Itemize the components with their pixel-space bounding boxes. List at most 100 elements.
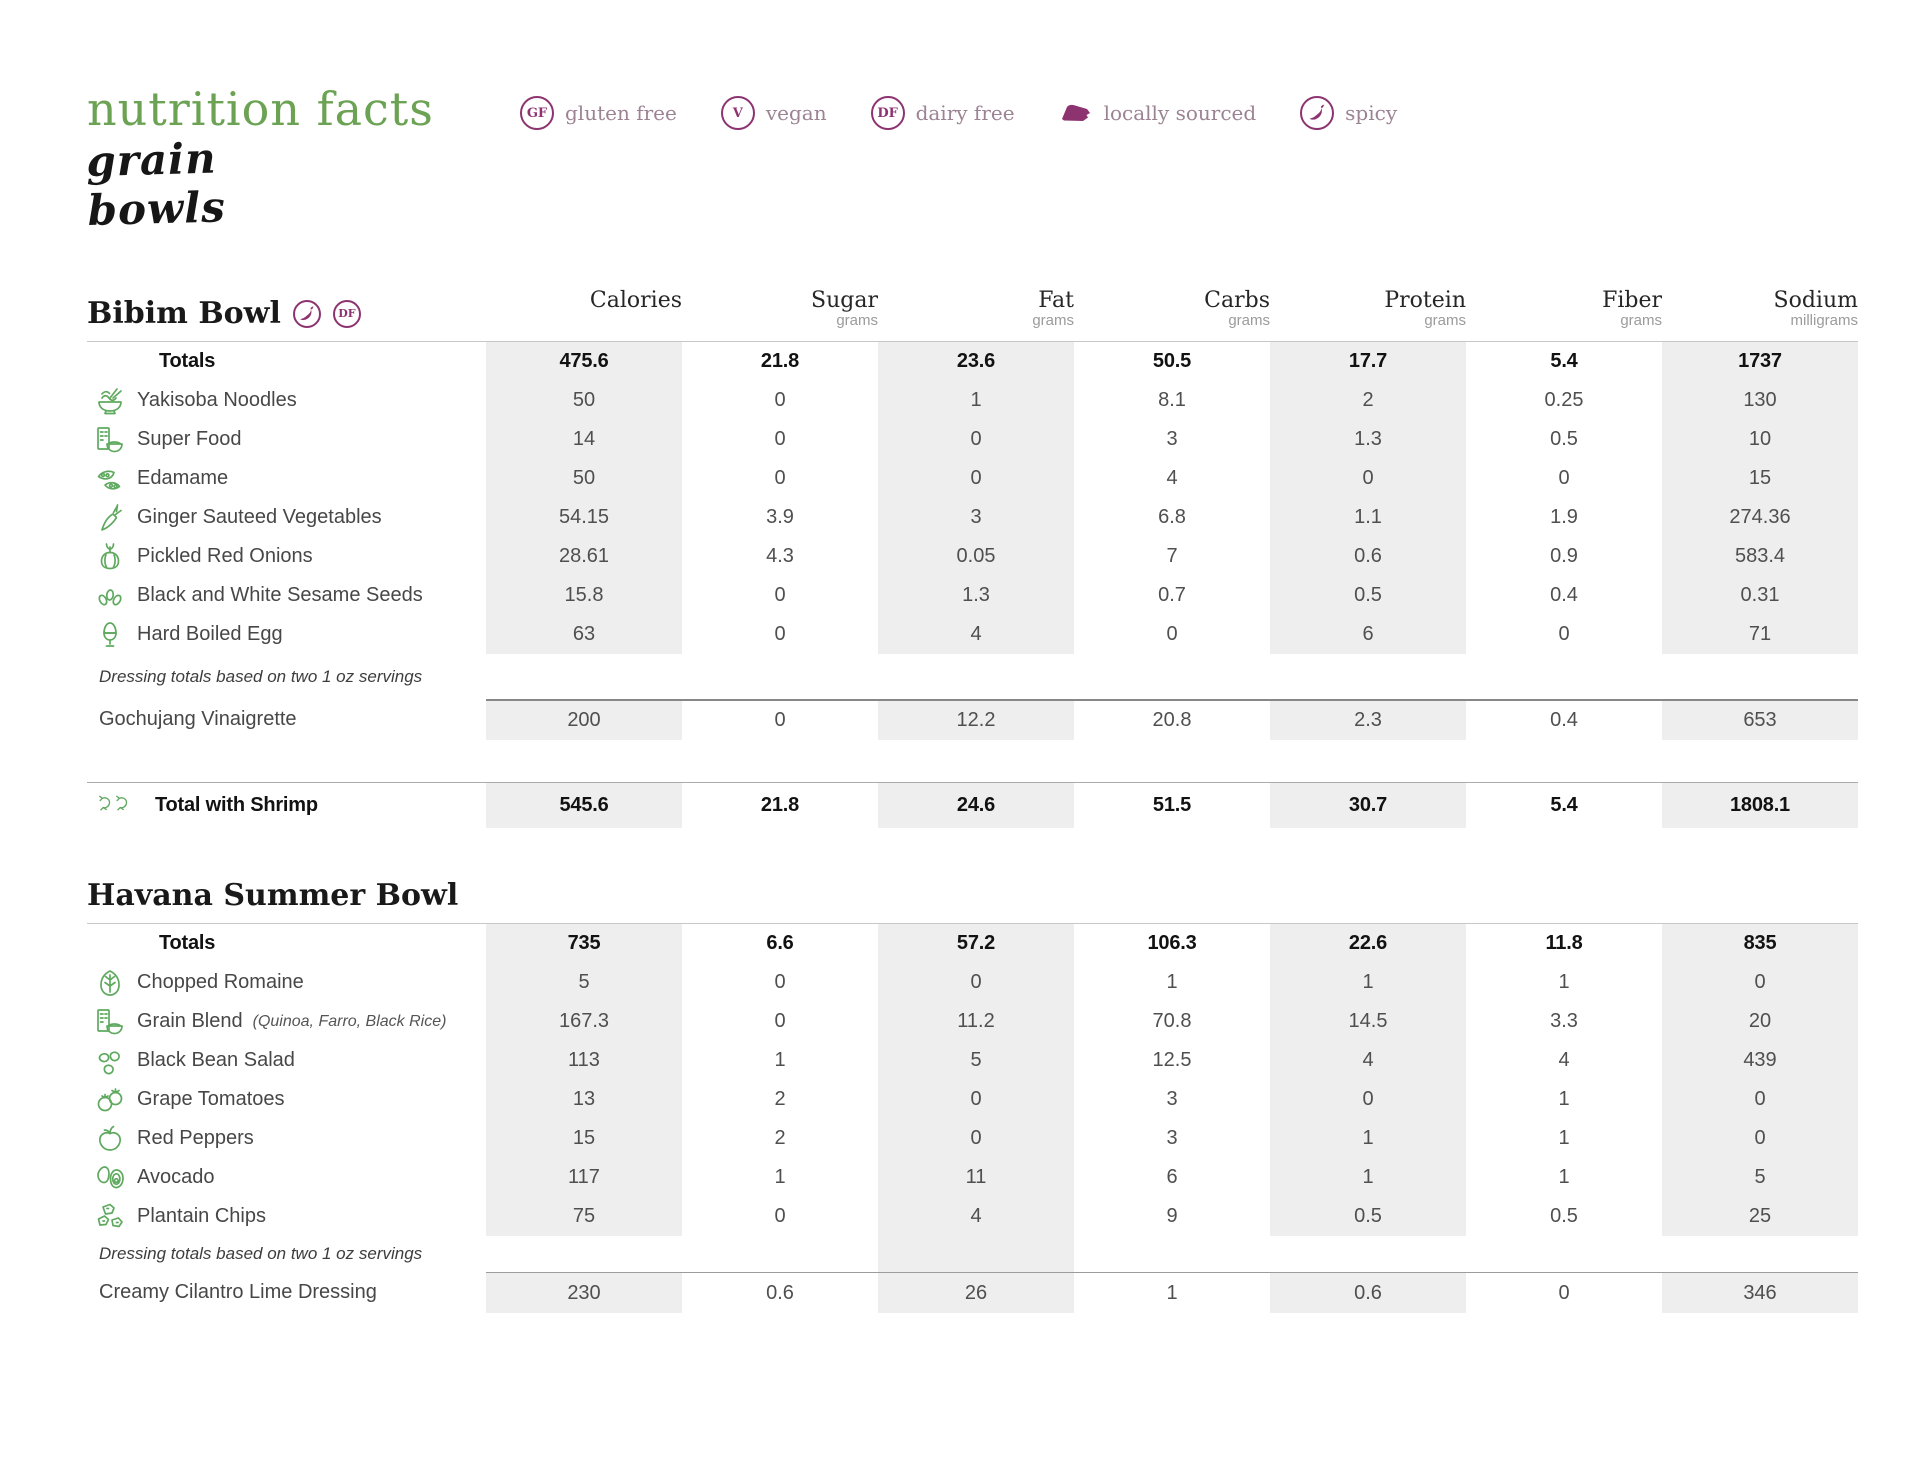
nutrient-value-cell: 0 [774, 428, 786, 451]
nutrient-value-cell: 583.4 [1662, 537, 1858, 577]
vegan-badge-icon: V [720, 96, 755, 130]
nutrient-value-cell: 0.5 [1270, 1197, 1466, 1237]
nutrient-value-cell: 6.8 [1158, 506, 1186, 529]
column-label: Fat [1038, 288, 1074, 314]
table-title-cell: Bibim Bowl DF [87, 279, 486, 343]
nutrient-value-cell: 1 [1270, 963, 1466, 1003]
shrimp-icon [97, 789, 131, 823]
nutrient-value-cell: 0.5 [1270, 576, 1466, 616]
nutrient-value-cell: 0 [878, 420, 1074, 460]
column-label: Protein [1384, 288, 1466, 314]
tomatoes-icon [93, 1083, 127, 1117]
column-header [682, 874, 878, 925]
beans-icon [93, 1044, 127, 1078]
ingredient-label: Super Food [137, 428, 242, 451]
spacer-cell [878, 654, 1074, 699]
plantain-chips-icon [93, 1200, 127, 1234]
nutrient-value-cell: 3 [1166, 1088, 1178, 1111]
pantry-bowl-icon [93, 1005, 127, 1039]
nutrient-value-cell: 0 [774, 584, 786, 607]
spacer-cell [878, 1236, 1074, 1273]
noodle-bowl-icon [93, 384, 127, 418]
nutrient-value-cell: 24.6 [878, 782, 1074, 829]
boiled-egg-icon [93, 618, 127, 652]
column-label: Sodium [1773, 288, 1858, 314]
nutrient-value-cell: 25 [1662, 1197, 1858, 1237]
ingredient-name-cell: Super Food [87, 420, 486, 459]
nutrient-value-cell: 5.4 [1466, 782, 1662, 828]
spacer-cell [1074, 654, 1270, 699]
column-header [1662, 874, 1858, 925]
nutrient-value-cell: 5 [1662, 1158, 1858, 1198]
ingredient-label: Pickled Red Onions [137, 545, 313, 568]
nutrient-value-cell: 545.6 [486, 782, 682, 829]
nutrient-value-cell: 0.7 [1158, 584, 1186, 607]
nutrient-value-cell: 0 [682, 699, 878, 740]
ingredient-label: Black Bean Salad [137, 1049, 295, 1072]
nutrient-value-cell: 1.1 [1270, 498, 1466, 538]
column-header [878, 874, 1074, 925]
spacer-cell [682, 1236, 878, 1272]
nutrient-value-cell: 0 [774, 389, 786, 412]
column-header [1270, 874, 1466, 925]
ingredient-name-cell: Chopped Romaine [87, 963, 486, 1002]
spacer-cell [682, 740, 878, 782]
column-header: Protein grams [1270, 279, 1466, 343]
nutrient-value-cell: 54.15 [486, 498, 682, 538]
column-unit: grams [1032, 312, 1074, 330]
havana-summer-bowl-table: Havana Summer Bowl Totals 735 6.6 57.2 106.3 2… [87, 874, 1858, 1314]
column-label: Sugar [811, 288, 878, 314]
nutrient-value-cell: 6 [1270, 615, 1466, 655]
nutrient-value-cell: 0 [1662, 1080, 1858, 1120]
nutrient-value-cell: 30.7 [1270, 782, 1466, 829]
nutrient-value-cell: 1 [1166, 971, 1178, 994]
nutrient-value-cell: 3 [1166, 428, 1178, 451]
spacer-cell [1466, 654, 1662, 699]
nutrient-value-cell: 0.6 [682, 1272, 878, 1313]
nutrient-value-cell: 11.8 [1545, 932, 1583, 955]
legend-label: vegan [765, 101, 827, 125]
nutrient-value-cell: 1 [1270, 1158, 1466, 1198]
spacer-cell [1662, 740, 1858, 782]
nutrient-value-cell: 50.5 [1152, 350, 1192, 373]
nutrient-value-cell: 4.3 [766, 545, 794, 568]
nutrient-value-cell: 1.9 [1550, 506, 1578, 529]
ingredient-label: Grape Tomatoes [137, 1088, 285, 1111]
legend-item-gluten-free: GF gluten free [520, 96, 677, 130]
spacer-cell [1662, 654, 1858, 699]
nutrient-value-cell: 71 [1662, 615, 1858, 655]
dairy-free-badge-icon: DF [870, 96, 905, 130]
extra-total-label: Total with Shrimp [155, 794, 318, 817]
nutrient-value-cell: 1 [1074, 1272, 1270, 1313]
legend-item-locally-sourced: locally sourced [1059, 96, 1256, 130]
nutrient-value-cell: 439 [1662, 1041, 1858, 1081]
nutrient-value-cell: 106.3 [1147, 932, 1197, 955]
nutrient-value-cell: 15 [486, 1119, 682, 1159]
legend-item-dairy-free: DF dairy free [870, 96, 1015, 130]
page-header: nutrition facts grain bowls [85, 85, 1920, 236]
column-header: Carbs grams [1074, 279, 1270, 343]
ingredient-name-cell: Hard Boiled Egg [87, 615, 486, 654]
nutrient-value-cell: 5 [878, 1041, 1074, 1081]
nutrient-value-cell: 12.2 [878, 699, 1074, 741]
spacer-cell [1466, 1236, 1662, 1272]
avocado-icon [93, 1161, 127, 1195]
spacer-cell [486, 1236, 682, 1272]
nutrient-value-cell: 2 [774, 1127, 786, 1150]
carrot-icon [93, 501, 127, 535]
nutrient-value-cell: 22.6 [1270, 924, 1466, 964]
nutrient-value-cell: 2 [774, 1088, 786, 1111]
ingredient-name-cell: Black and White Sesame Seeds [87, 576, 486, 615]
nutrient-value-cell: 0.6 [1270, 1272, 1466, 1314]
nutrient-value-cell: 75 [486, 1197, 682, 1237]
nutrient-value-cell: 14.5 [1270, 1002, 1466, 1042]
column-header: Sugar grams [682, 279, 878, 343]
legend-label: spicy [1345, 101, 1398, 125]
spacer-cell [1270, 740, 1466, 782]
sesame-seeds-icon [93, 579, 127, 613]
nutrient-value-cell: 0 [878, 1119, 1074, 1159]
table-title: Bibim Bowl DF [87, 296, 361, 331]
nutrient-value-cell: 14 [486, 420, 682, 460]
page-subtitle: grain bowls [85, 133, 227, 236]
nutrient-value-cell: 0 [774, 1010, 786, 1033]
